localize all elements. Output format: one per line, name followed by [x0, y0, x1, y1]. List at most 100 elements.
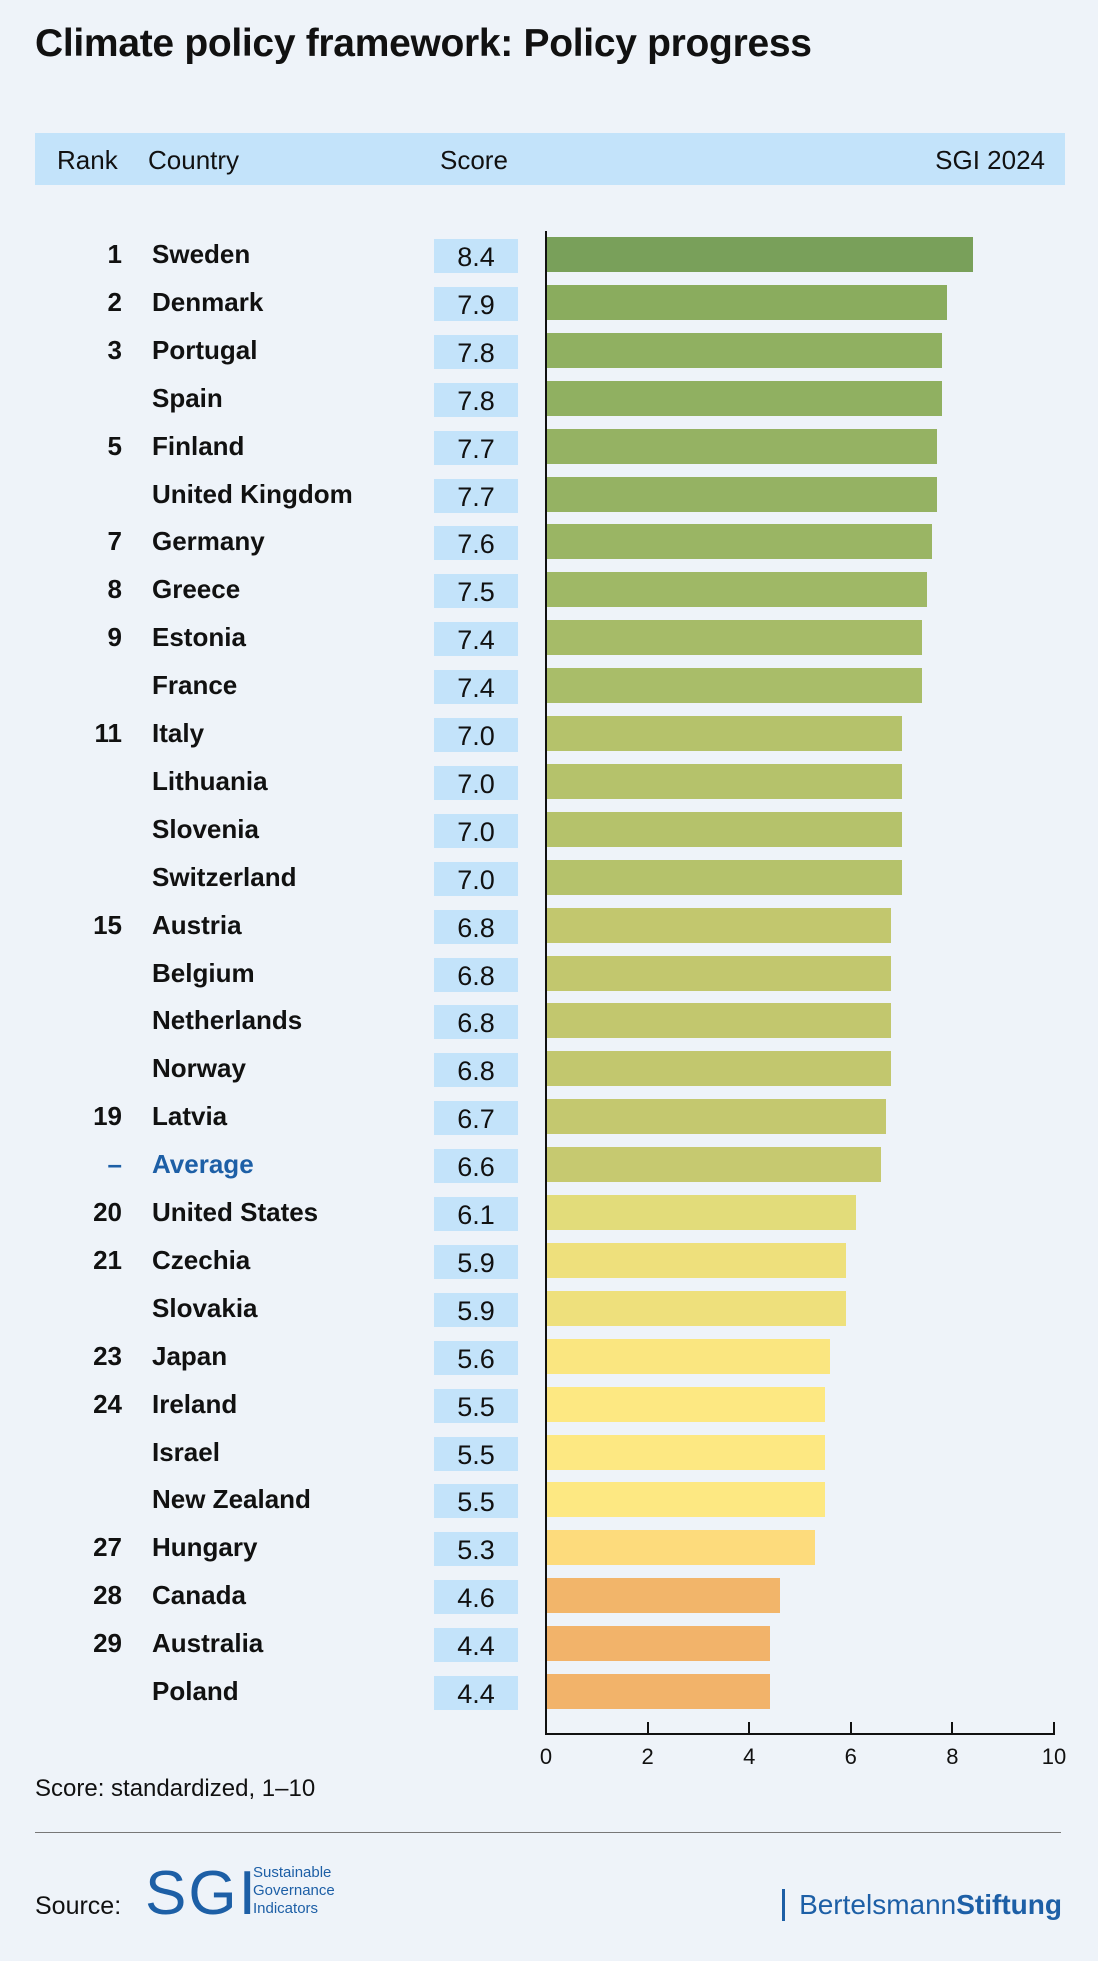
table-row: 27 Hungary 5.3 — [0, 1524, 1098, 1572]
country-label: Australia — [152, 1628, 264, 1659]
score-value: 5.5 — [457, 1391, 495, 1422]
rank-label: 20 — [93, 1197, 122, 1227]
score-value: 7.6 — [457, 529, 495, 560]
country-label: Estonia — [152, 622, 246, 653]
score-box: 7.9 — [434, 286, 518, 321]
table-row: 11 Italy 7.0 — [0, 710, 1098, 758]
score-value: 4.4 — [457, 1679, 495, 1709]
table-row: United Kingdom 7.7 — [0, 471, 1098, 519]
country-label: Lithuania — [152, 765, 268, 796]
country-label: France — [152, 670, 238, 701]
table-row: Slovenia 7.0 — [0, 806, 1098, 854]
score-box: 6.1 — [434, 1197, 518, 1231]
bar — [546, 1386, 826, 1422]
score-value: 6.1 — [457, 1200, 495, 1230]
rank-label: 15 — [93, 909, 122, 940]
bar — [546, 1578, 780, 1614]
x-tick-label: 2 — [641, 1744, 654, 1769]
header-score: Score — [440, 145, 508, 175]
score-value: 6.8 — [457, 1008, 495, 1039]
table-row: 1 Sweden 8.4 — [0, 231, 1098, 279]
score-box: 7.0 — [434, 861, 518, 896]
bar — [546, 284, 948, 320]
score-box: 7.7 — [434, 430, 518, 465]
table-row: 8 Greece 7.5 — [0, 566, 1098, 614]
bar — [546, 1147, 882, 1183]
score-box: 4.4 — [434, 1676, 518, 1710]
score-box: 7.5 — [434, 574, 518, 609]
bar — [546, 1242, 846, 1278]
source-label: Source: — [35, 1892, 122, 1920]
bar — [546, 1338, 831, 1374]
table-row: France 7.4 — [0, 662, 1098, 710]
score-box: 5.5 — [434, 1484, 518, 1519]
score-value: 5.3 — [457, 1535, 495, 1566]
score-box: 4.6 — [434, 1580, 518, 1615]
bar — [546, 811, 902, 847]
x-tick-label: 6 — [844, 1744, 857, 1769]
table-row: 21 Czechia 5.9 — [0, 1237, 1098, 1285]
score-box: 5.5 — [434, 1388, 518, 1423]
sgi-logo-line3: Indicators — [253, 1900, 319, 1917]
table-header: Rank Country Score SGI 2024 — [35, 133, 1065, 185]
country-label: United Kingdom — [152, 478, 353, 509]
country-label: Ireland — [152, 1388, 238, 1419]
score-value: 7.8 — [457, 337, 495, 368]
score-box: 7.8 — [434, 382, 518, 417]
score-box: 8.4 — [434, 239, 518, 273]
score-value: 7.5 — [457, 577, 495, 608]
score-box: 7.8 — [434, 334, 518, 369]
x-axis-line — [545, 1733, 1055, 1735]
header-rank: Rank — [57, 145, 118, 175]
rank-label: 8 — [107, 574, 122, 605]
chart-title: Climate policy framework: Policy progres… — [35, 22, 812, 65]
table-row: Switzerland 7.0 — [0, 854, 1098, 902]
country-label: Israel — [152, 1436, 220, 1467]
rank-label: 3 — [107, 334, 122, 365]
score-value: 7.0 — [457, 864, 495, 895]
country-label: Spain — [152, 382, 223, 413]
score-value: 7.4 — [457, 673, 495, 704]
rank-label: 23 — [93, 1340, 122, 1371]
table-row: 3 Portugal 7.8 — [0, 327, 1098, 375]
table-row: Spain 7.8 — [0, 375, 1098, 423]
country-label: Canada — [152, 1580, 246, 1611]
country-label: Latvia — [152, 1101, 228, 1132]
footnote: Score: standardized, 1–10 — [35, 1775, 316, 1802]
table-row: 29 Australia 4.4 — [0, 1620, 1098, 1668]
score-value: 6.8 — [457, 1056, 495, 1087]
score-value: 7.7 — [457, 481, 495, 512]
score-value: 5.6 — [457, 1343, 495, 1374]
score-box: 6.8 — [434, 909, 518, 944]
bar — [546, 380, 943, 416]
bar — [546, 859, 902, 895]
bar — [546, 716, 902, 751]
score-box: 6.8 — [434, 1053, 518, 1088]
score-box: 7.4 — [434, 622, 518, 657]
country-label: Netherlands — [152, 1005, 303, 1036]
bar — [546, 1099, 887, 1135]
rank-label: 5 — [107, 430, 122, 461]
bar — [546, 1434, 826, 1470]
country-label: Czechia — [152, 1244, 251, 1275]
table-row: 5 Finland 7.7 — [0, 423, 1098, 471]
table-row: 23 Japan 5.6 — [0, 1333, 1098, 1381]
table-row: 7 Germany 7.6 — [0, 518, 1098, 566]
table-row: 19 Latvia 6.7 — [0, 1093, 1098, 1141]
bertelsmann-logo-part2: Stiftung — [956, 1889, 1062, 1920]
bar — [546, 476, 938, 512]
score-box: 6.8 — [434, 957, 518, 992]
country-label: Austria — [152, 909, 242, 940]
x-tick-label: 10 — [1041, 1744, 1067, 1769]
score-value: 7.0 — [457, 768, 495, 799]
bertelsmann-logo-part1: Bertelsmann — [799, 1889, 957, 1920]
bar — [546, 1290, 846, 1326]
score-value: 7.0 — [457, 721, 495, 751]
score-box: 5.9 — [434, 1244, 518, 1279]
x-tick-label: 8 — [946, 1744, 959, 1769]
score-box: 7.0 — [434, 718, 518, 752]
header-index: SGI 2024 — [935, 145, 1045, 175]
bar — [546, 1482, 826, 1518]
x-tick — [849, 1722, 852, 1734]
score-value: 6.8 — [457, 912, 495, 943]
